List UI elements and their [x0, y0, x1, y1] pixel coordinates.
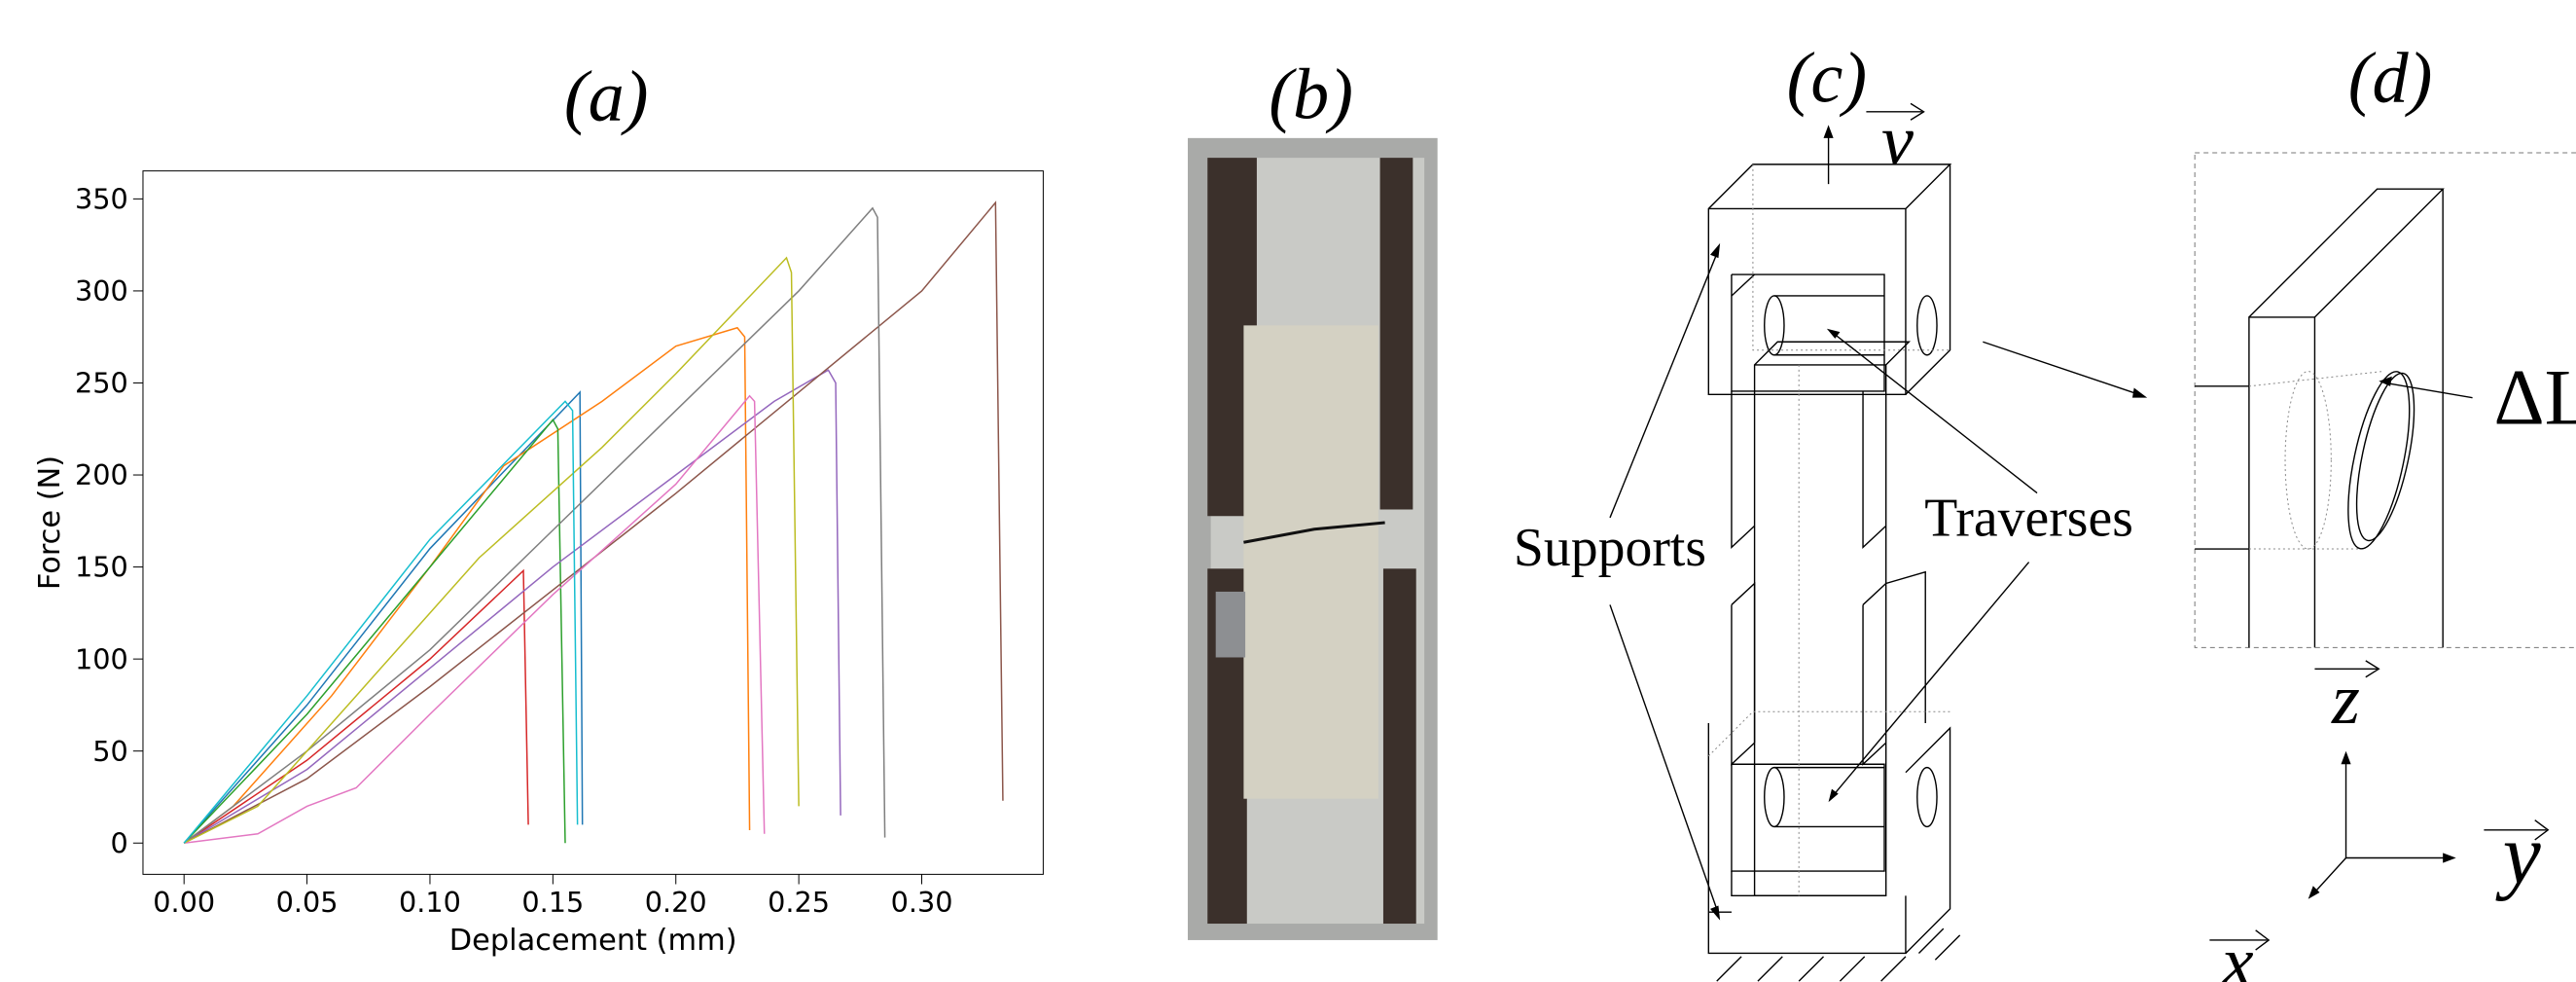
delta-label: ΔL — [2494, 354, 2576, 442]
axis-letter: y — [2495, 807, 2542, 901]
y-tick-label: 350 — [75, 183, 128, 216]
panel-label: (c) — [1787, 39, 1867, 119]
y-tick-label: 200 — [75, 458, 128, 491]
plot-area — [184, 202, 1003, 843]
data-line — [184, 570, 528, 843]
data-line — [184, 258, 799, 843]
x-tick-label: 0.25 — [768, 886, 830, 919]
test-rig-diagram — [1610, 103, 2148, 981]
y-tick-label: 100 — [75, 642, 128, 675]
x-tick-label: 0.15 — [521, 886, 584, 919]
x-tick-label: 0.30 — [891, 886, 953, 919]
data-line — [184, 401, 577, 843]
y-tick-label: 50 — [92, 735, 128, 768]
data-line — [184, 202, 1003, 843]
data-line — [184, 328, 749, 843]
x-tick-label: 0.20 — [645, 886, 707, 919]
data-line — [184, 392, 582, 843]
x-tick-label: 0.00 — [153, 886, 215, 919]
specimen-photo — [1187, 137, 1438, 940]
y-axis-label: Force (N) — [33, 455, 67, 590]
data-line — [184, 419, 565, 843]
chart-title: (a) — [564, 56, 649, 136]
data-line — [184, 396, 765, 844]
axis-letter: x — [2221, 923, 2254, 982]
supports-label: Supports — [1514, 518, 1706, 578]
x-tick-label: 0.05 — [276, 886, 339, 919]
y-tick-label: 250 — [75, 367, 128, 400]
panel-label: (d) — [2348, 39, 2433, 119]
axes-frame — [143, 171, 1043, 875]
x-tick-label: 0.10 — [399, 886, 461, 919]
x-axis-label: Deplacement (mm) — [449, 924, 737, 958]
y-tick-label: 0 — [111, 826, 128, 859]
y-tick-label: 300 — [75, 274, 128, 308]
vector-label: v — [1881, 101, 1914, 181]
panel-label: (b) — [1269, 55, 1353, 135]
detail-diagram — [2195, 153, 2576, 950]
data-line — [184, 370, 841, 843]
y-tick-label: 150 — [75, 551, 128, 584]
axis-letter: z — [2331, 660, 2360, 740]
data-line — [184, 208, 884, 843]
traverses-label: Traverses — [1924, 489, 2133, 549]
